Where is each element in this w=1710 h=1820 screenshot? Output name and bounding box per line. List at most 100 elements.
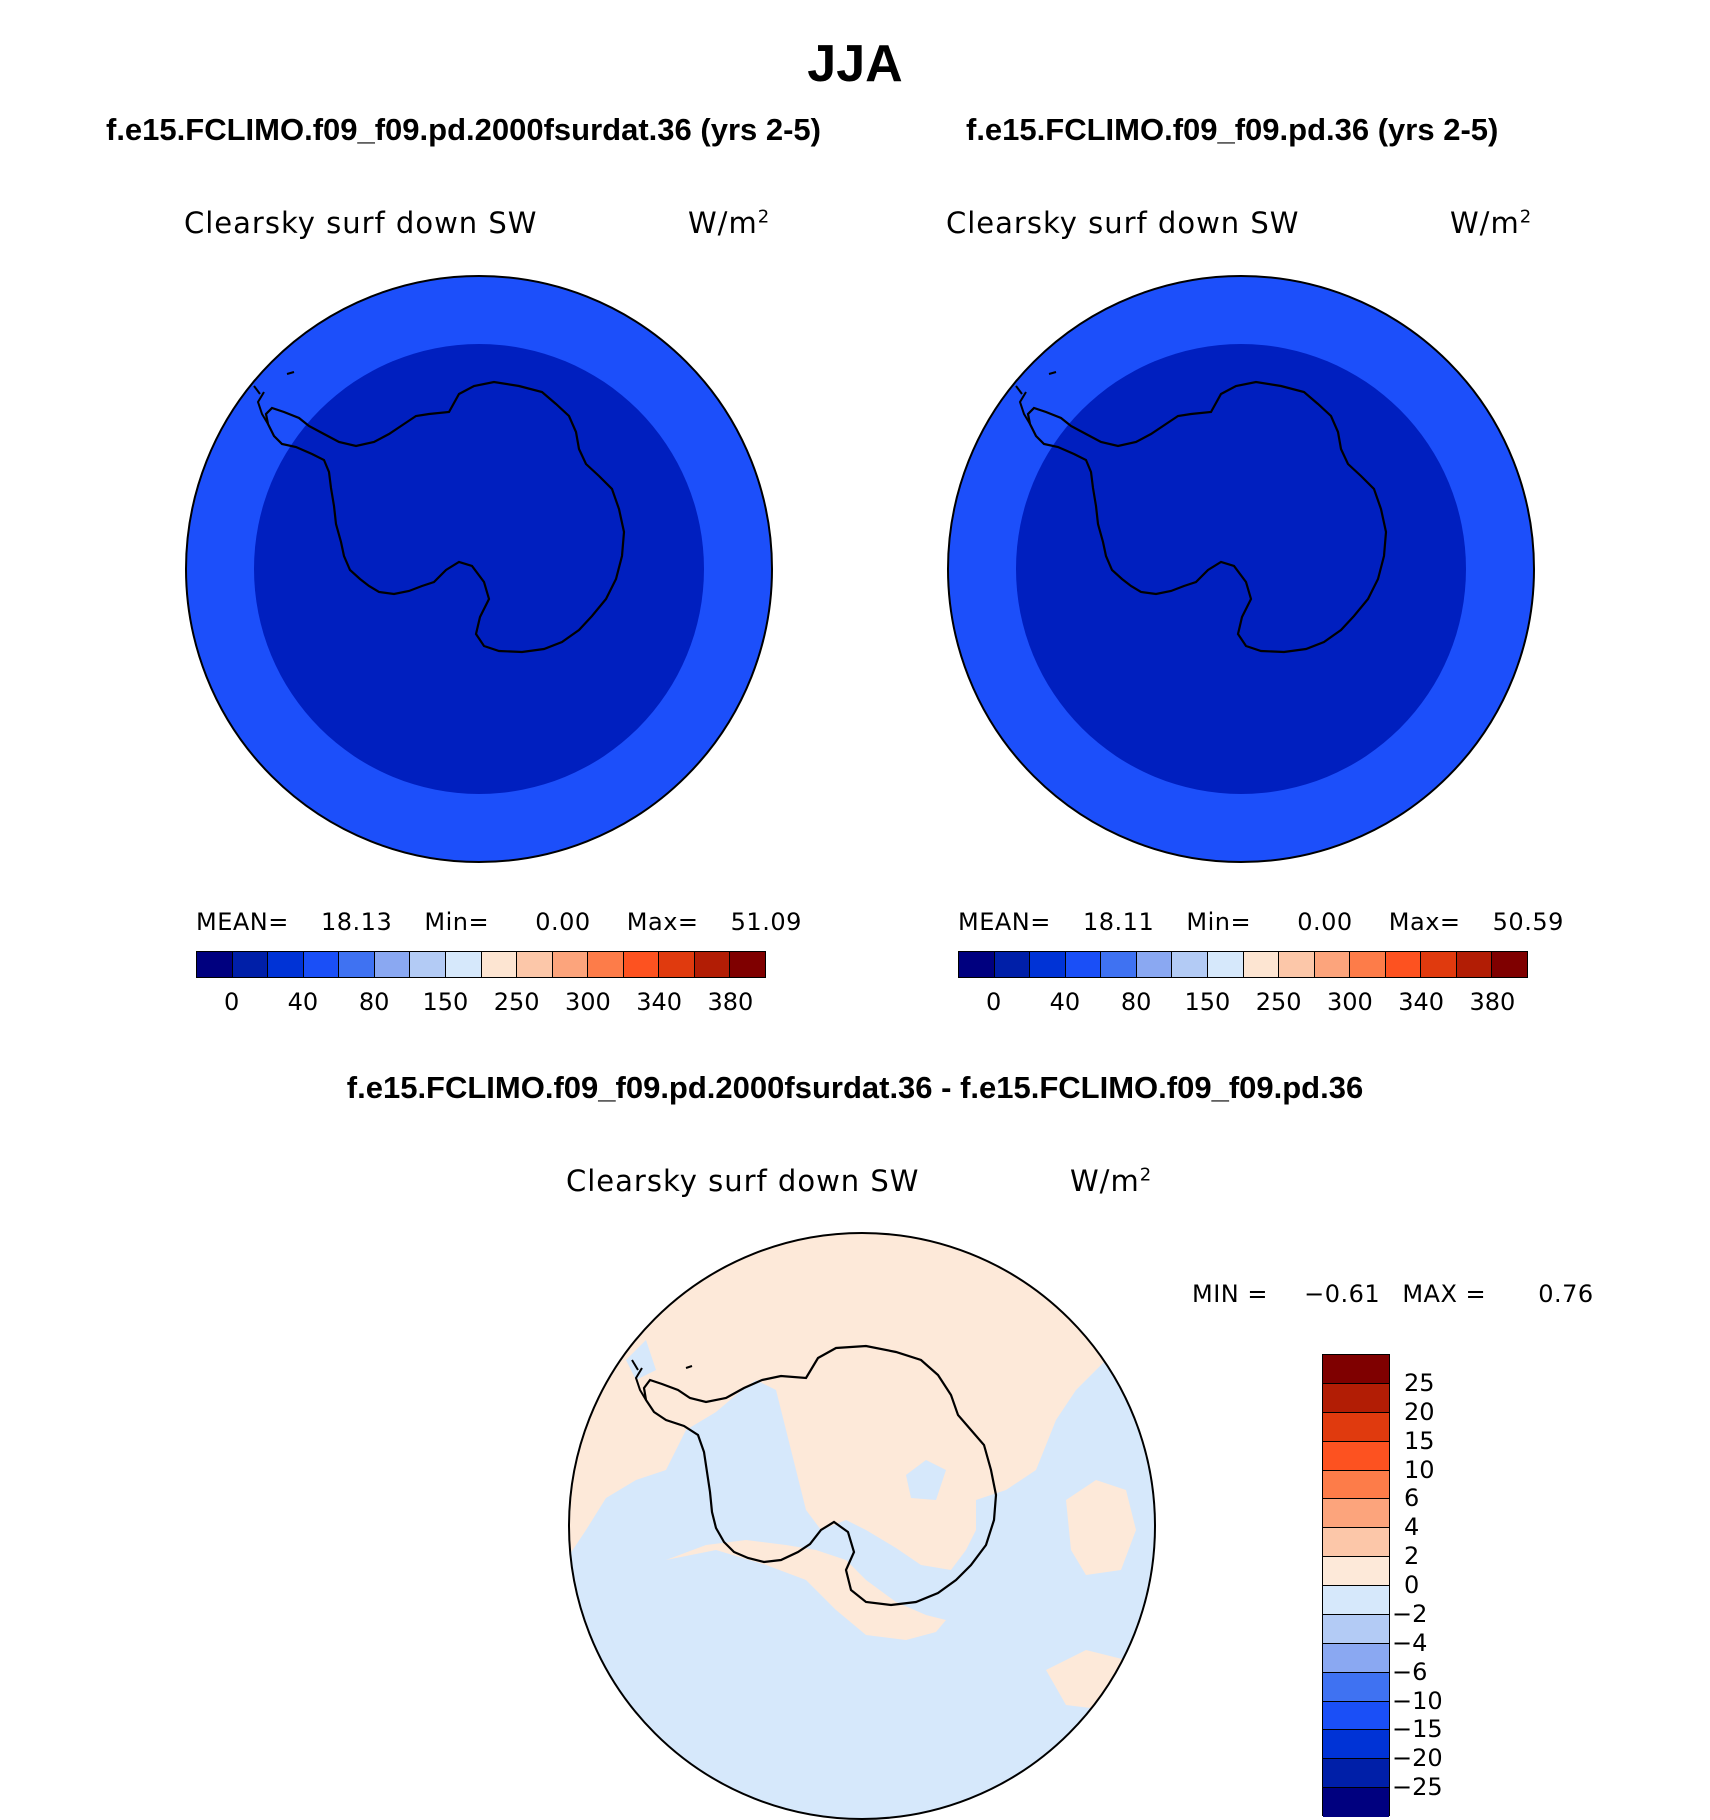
colorbar-swatch — [339, 952, 375, 977]
colorbar-swatch — [994, 952, 1031, 977]
panel-1-colorbar — [196, 951, 766, 978]
colorbar-tick-label: −20 — [1392, 1744, 1443, 1773]
colorbar-swatch — [197, 952, 233, 977]
colorbar-swatch — [1323, 1412, 1389, 1442]
diff-stats: MIN = −0.61 MAX = 0.76 — [1192, 1280, 1594, 1308]
colorbar-tick-label: 80 — [358, 988, 390, 1016]
colorbar-swatch — [1323, 1528, 1389, 1558]
colorbar-swatch — [232, 952, 269, 977]
colorbar-swatch — [303, 952, 340, 977]
colorbar-swatch — [445, 952, 482, 977]
colorbar-swatch — [1323, 1788, 1389, 1817]
colorbar-tick-label: −25 — [1392, 1773, 1443, 1802]
diff-negative-patch-north — [626, 1340, 656, 1380]
colorbar-swatch — [959, 952, 995, 977]
panel-1-peninsula-detail — [253, 385, 269, 425]
colorbar-tick-label: −4 — [1392, 1628, 1428, 1657]
colorbar-swatch — [1207, 952, 1244, 977]
colorbar-swatch — [1136, 952, 1173, 977]
colorbar-swatch — [1323, 1499, 1389, 1529]
colorbar-swatch — [1323, 1557, 1389, 1586]
page-title: JJA — [807, 35, 903, 93]
colorbar-tick-label: 40 — [287, 988, 319, 1016]
panel-2-island-mark — [1048, 371, 1057, 375]
colorbar-tick-label: 300 — [564, 988, 611, 1016]
colorbar-tick-label: 340 — [1398, 988, 1445, 1016]
panel-2-colorbar — [958, 951, 1528, 978]
colorbar-swatch — [730, 952, 765, 977]
diff-case-title: f.e15.FCLIMO.f09_f09.pd.2000fsurdat.36 -… — [346, 1070, 1364, 1105]
colorbar-tick-label: 340 — [636, 988, 683, 1016]
colorbar-swatch — [374, 952, 411, 977]
colorbar-swatch — [1030, 952, 1066, 977]
panel-2-peninsula-detail — [1015, 385, 1031, 425]
colorbar-swatch — [517, 952, 553, 977]
colorbar-tick-label: 380 — [707, 988, 754, 1016]
colorbar-tick-label: 10 — [1404, 1455, 1435, 1484]
colorbar-swatch — [623, 952, 660, 977]
panel-2-variable-label: Clearsky surf down SW — [946, 206, 1300, 240]
colorbar-tick-label: 25 — [1404, 1368, 1435, 1397]
colorbar-swatch — [268, 952, 304, 977]
diff-negative-patch-interior — [906, 1460, 946, 1500]
colorbar-tick-label: 20 — [1404, 1397, 1435, 1426]
diff-positive-tongue — [666, 1540, 946, 1640]
panel-1-units: W/m2 — [688, 206, 771, 240]
panel-2-stats: MEAN= 18.11 Min= 0.00 Max= 50.59 — [958, 908, 1564, 936]
colorbar-swatch — [694, 952, 731, 977]
colorbar-tick-label: 0 — [985, 988, 1002, 1016]
colorbar-swatch — [1243, 952, 1280, 977]
colorbar-swatch — [1323, 1355, 1389, 1384]
colorbar-swatch — [1323, 1441, 1389, 1471]
panel-2-antarctica-coastline — [1026, 380, 1388, 654]
panel-1-antarctica-coastline — [264, 380, 626, 654]
diff-colorbar-labels: 25 20 15 10 6 4 2 0 −2 −4 −6 −10 −15 −20 −25 — [1392, 1354, 1524, 1816]
colorbar-swatch — [1323, 1383, 1389, 1413]
panel-1-stats: MEAN= 18.13 Min= 0.00 Max= 51.09 — [196, 908, 802, 936]
colorbar-swatch — [1323, 1643, 1389, 1673]
colorbar-swatch — [1065, 952, 1102, 977]
colorbar-tick-label: −10 — [1392, 1686, 1443, 1715]
panel-2-case-title: f.e15.FCLIMO.f09_f09.pd.36 (yrs 2-5) — [966, 112, 1499, 147]
colorbar-tick-label: 250 — [493, 988, 540, 1016]
colorbar-tick-label: 150 — [422, 988, 469, 1016]
colorbar-swatch — [1323, 1701, 1389, 1731]
colorbar-swatch — [1279, 952, 1315, 977]
panel-1-variable-label: Clearsky surf down SW — [184, 206, 538, 240]
colorbar-swatch — [1323, 1586, 1389, 1615]
colorbar-swatch — [1492, 952, 1527, 977]
colorbar-tick-label: 15 — [1404, 1426, 1435, 1455]
colorbar-swatch — [1323, 1614, 1389, 1644]
colorbar-swatch — [1385, 952, 1422, 977]
diff-peninsula-detail — [631, 1359, 647, 1401]
colorbar-swatch — [1323, 1730, 1389, 1760]
panel-2-colorbar-labels: 0 40 80 150 250 300 340 380 — [958, 988, 1528, 1018]
colorbar-swatch — [1323, 1759, 1389, 1789]
colorbar-tick-label: 0 — [1404, 1571, 1420, 1599]
colorbar-swatch — [481, 952, 518, 977]
panel-1-case-title: f.e15.FCLIMO.f09_f09.pd.2000fsurdat.36 (… — [106, 112, 821, 147]
colorbar-swatch — [410, 952, 446, 977]
colorbar-tick-label: 4 — [1404, 1513, 1420, 1542]
panel-2-polar-map — [947, 275, 1535, 863]
panel-1-polar-map — [185, 275, 773, 863]
colorbar-tick-label: 150 — [1184, 988, 1231, 1016]
diff-polar-map — [568, 1232, 1156, 1820]
diff-antarctica-coastline — [642, 1344, 998, 1607]
colorbar-tick-label: 250 — [1255, 988, 1302, 1016]
colorbar-swatch — [1456, 952, 1493, 977]
colorbar-swatch — [659, 952, 695, 977]
colorbar-tick-label: 0 — [223, 988, 240, 1016]
colorbar-swatch — [1323, 1672, 1389, 1702]
colorbar-tick-label: 40 — [1049, 988, 1081, 1016]
colorbar-swatch — [552, 952, 589, 977]
colorbar-tick-label: 300 — [1326, 988, 1373, 1016]
colorbar-tick-label: 380 — [1469, 988, 1516, 1016]
colorbar-swatch — [1350, 952, 1386, 977]
colorbar-swatch — [1323, 1470, 1389, 1500]
colorbar-swatch — [588, 952, 624, 977]
colorbar-tick-label: 6 — [1404, 1484, 1420, 1513]
colorbar-swatch — [1172, 952, 1208, 977]
panel-1-inner-disc — [254, 344, 704, 794]
colorbar-tick-label: −2 — [1392, 1599, 1428, 1628]
